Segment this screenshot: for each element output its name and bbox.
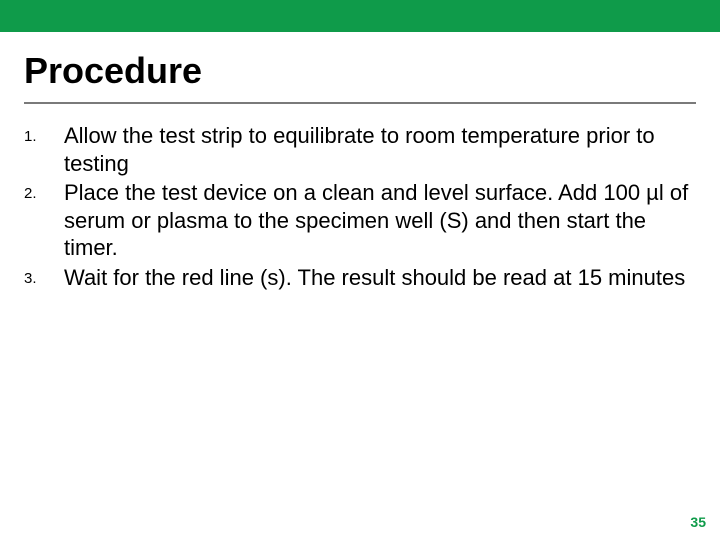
list-text: Wait for the red line (s). The result sh…	[64, 264, 696, 292]
list-text: Place the test device on a clean and lev…	[64, 179, 696, 262]
list-item: 1. Allow the test strip to equilibrate t…	[24, 122, 696, 177]
list-numeral: 3.	[24, 264, 64, 287]
top-accent-bar	[0, 0, 720, 32]
list-item: 3. Wait for the red line (s). The result…	[24, 264, 696, 292]
list-numeral: 1.	[24, 122, 64, 145]
list-item: 2. Place the test device on a clean and …	[24, 179, 696, 262]
list-numeral: 2.	[24, 179, 64, 202]
list-text: Allow the test strip to equilibrate to r…	[64, 122, 696, 177]
title-underline	[24, 102, 696, 104]
slide-title: Procedure	[0, 32, 720, 102]
page-number: 35	[690, 514, 706, 530]
procedure-list: 1. Allow the test strip to equilibrate t…	[0, 122, 720, 291]
